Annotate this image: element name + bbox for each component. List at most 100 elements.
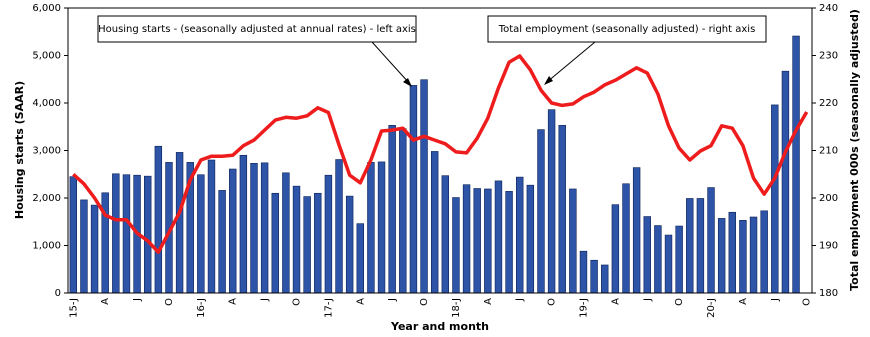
bar — [292, 185, 301, 294]
bar — [505, 191, 513, 294]
x-tick-label: J — [260, 298, 271, 302]
bar — [409, 85, 418, 294]
bar — [771, 104, 779, 294]
y-tick-label: 1,000 — [32, 241, 61, 252]
x-tick-label: A — [355, 298, 366, 305]
bar — [388, 125, 396, 294]
bar — [484, 188, 492, 294]
x-tick-label: J — [132, 298, 143, 302]
y2-tick-label: 200 — [819, 193, 838, 204]
bar — [537, 129, 545, 294]
y2-axis-title: Total employment 000s (seasonally adjust… — [848, 9, 861, 291]
x-tick-label: 15-J — [68, 298, 79, 318]
bar — [430, 151, 439, 294]
bar — [175, 152, 184, 294]
bar — [356, 223, 364, 294]
y-tick-label: 0 — [55, 288, 61, 299]
y2-tick-label: 180 — [819, 288, 838, 299]
annotation-arrow — [371, 41, 411, 85]
bar — [494, 180, 503, 294]
x-tick-label: J — [515, 298, 526, 302]
y2-tick-label: 240 — [819, 3, 838, 14]
bar — [601, 264, 609, 294]
bar — [558, 125, 566, 294]
bar — [579, 250, 588, 294]
bar — [345, 195, 354, 294]
x-tick-label: O — [164, 298, 175, 306]
bar — [122, 174, 131, 294]
bar — [760, 210, 768, 294]
x-tick-label: A — [228, 298, 239, 305]
x-tick-label: O — [802, 298, 813, 306]
bar — [367, 162, 375, 294]
bar — [728, 211, 736, 294]
bar — [260, 162, 269, 294]
annotation: Total employment (seasonally adjusted) -… — [498, 24, 756, 35]
x-tick-label: 20-J — [706, 298, 717, 318]
arrow-head — [544, 76, 553, 85]
arrow-head — [403, 78, 412, 87]
y-tick-label: 5,000 — [32, 51, 61, 62]
x-tick-label: J — [770, 298, 781, 302]
bar — [420, 79, 428, 294]
y2-tick-label: 220 — [819, 98, 838, 109]
bar — [547, 109, 556, 294]
bar — [643, 216, 651, 294]
bar — [69, 176, 78, 294]
y-tick-label: 6,000 — [32, 3, 61, 14]
y-tick-label: 4,000 — [32, 98, 61, 109]
bar — [452, 197, 460, 294]
bar — [229, 168, 237, 294]
bar — [654, 225, 662, 294]
y2-tick-label: 230 — [819, 51, 838, 62]
bar — [377, 161, 386, 294]
x-tick-label: O — [292, 298, 303, 306]
bar — [696, 198, 705, 294]
x-axis-title: Year and month — [390, 320, 489, 333]
bar — [590, 259, 598, 294]
bar — [271, 192, 279, 294]
bar — [739, 220, 747, 294]
bar — [622, 183, 630, 294]
bar — [90, 204, 99, 294]
x-tick-label: J — [387, 298, 398, 302]
annotation-box — [97, 15, 417, 43]
x-tick-label: A — [483, 298, 494, 305]
bar — [239, 154, 248, 294]
x-tick-label: O — [547, 298, 558, 306]
bar — [611, 204, 620, 294]
bar — [792, 35, 800, 294]
x-tick-label: 16-J — [196, 298, 207, 318]
bar — [781, 70, 790, 294]
bar — [473, 188, 481, 294]
bar — [717, 218, 726, 294]
bar — [207, 159, 216, 294]
bar — [218, 190, 226, 294]
bar — [462, 184, 471, 294]
x-tick-label: 18-J — [451, 298, 462, 318]
y-axis-title: Housing starts (SAAR) — [13, 81, 26, 219]
x-tick-label: 17-J — [323, 298, 334, 318]
bar — [154, 145, 163, 294]
bar — [282, 172, 290, 294]
bar — [675, 225, 683, 294]
y-tick-label: 2,000 — [32, 193, 61, 204]
bar — [569, 188, 577, 294]
bar — [664, 234, 673, 294]
bar — [632, 167, 641, 294]
bar — [197, 174, 205, 294]
x-tick-label: 19-J — [578, 298, 589, 318]
bar — [526, 184, 535, 294]
bar — [335, 159, 343, 294]
bar — [101, 192, 109, 294]
bar — [314, 192, 322, 294]
bar — [324, 174, 333, 294]
y2-tick-label: 190 — [819, 241, 838, 252]
x-tick-label: J — [642, 298, 653, 302]
bar — [80, 199, 88, 294]
x-tick-label: O — [674, 298, 685, 306]
bar — [441, 175, 450, 294]
bar — [707, 187, 715, 294]
x-tick-label: A — [738, 298, 749, 305]
